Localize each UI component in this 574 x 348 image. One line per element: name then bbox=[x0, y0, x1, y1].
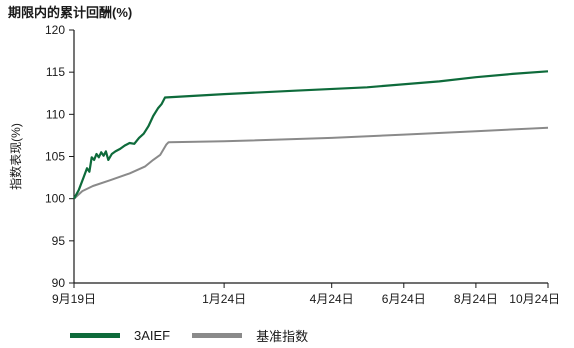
series-layer bbox=[73, 70, 549, 200]
y-tick-label: 105 bbox=[45, 150, 65, 164]
y-tick-label: 95 bbox=[52, 234, 66, 248]
legend-swatch-3aief bbox=[70, 333, 120, 338]
x-tick-label: 8月24日 bbox=[454, 292, 498, 306]
legend-label-3aief: 3AIEF bbox=[134, 328, 171, 343]
y-tick-label: 120 bbox=[45, 23, 65, 37]
x-tick-label: 6月24日 bbox=[382, 292, 426, 306]
legend: 3AIEF 基准指数 bbox=[70, 326, 330, 345]
x-tick-label: 10月24日 bbox=[509, 292, 560, 306]
y-tick-label: 90 bbox=[52, 276, 66, 290]
y-tick-label: 100 bbox=[45, 192, 65, 206]
y-axis-label: 指数表现(%) bbox=[8, 123, 23, 190]
legend-swatch-benchmark bbox=[192, 333, 243, 338]
x-tick-label: 1月24日 bbox=[202, 292, 246, 306]
legend-label-benchmark: 基准指数 bbox=[256, 329, 309, 344]
line-chart: 90 95 100 105 110 115 120 9月19日 1月24日 4月24日 6月24日… bbox=[8, 23, 560, 306]
series-line-benchmark bbox=[73, 126, 549, 200]
chart-title: 期限内的累计回酬(%) bbox=[8, 5, 133, 20]
y-tick-label: 115 bbox=[46, 65, 65, 79]
y-axis: 90 95 100 105 110 115 120 bbox=[45, 23, 75, 290]
series-line-3aief bbox=[73, 70, 549, 200]
x-tick-label: 4月24日 bbox=[310, 292, 354, 306]
x-axis: 9月19日 1月24日 4月24日 6月24日 8月24日 10月24日 bbox=[52, 282, 560, 306]
legend-item-benchmark: 基准指数 bbox=[192, 326, 308, 345]
y-tick-label: 110 bbox=[46, 107, 65, 121]
legend-item-3aief: 3AIEF bbox=[70, 328, 170, 343]
x-tick-label: 9月19日 bbox=[52, 292, 96, 306]
